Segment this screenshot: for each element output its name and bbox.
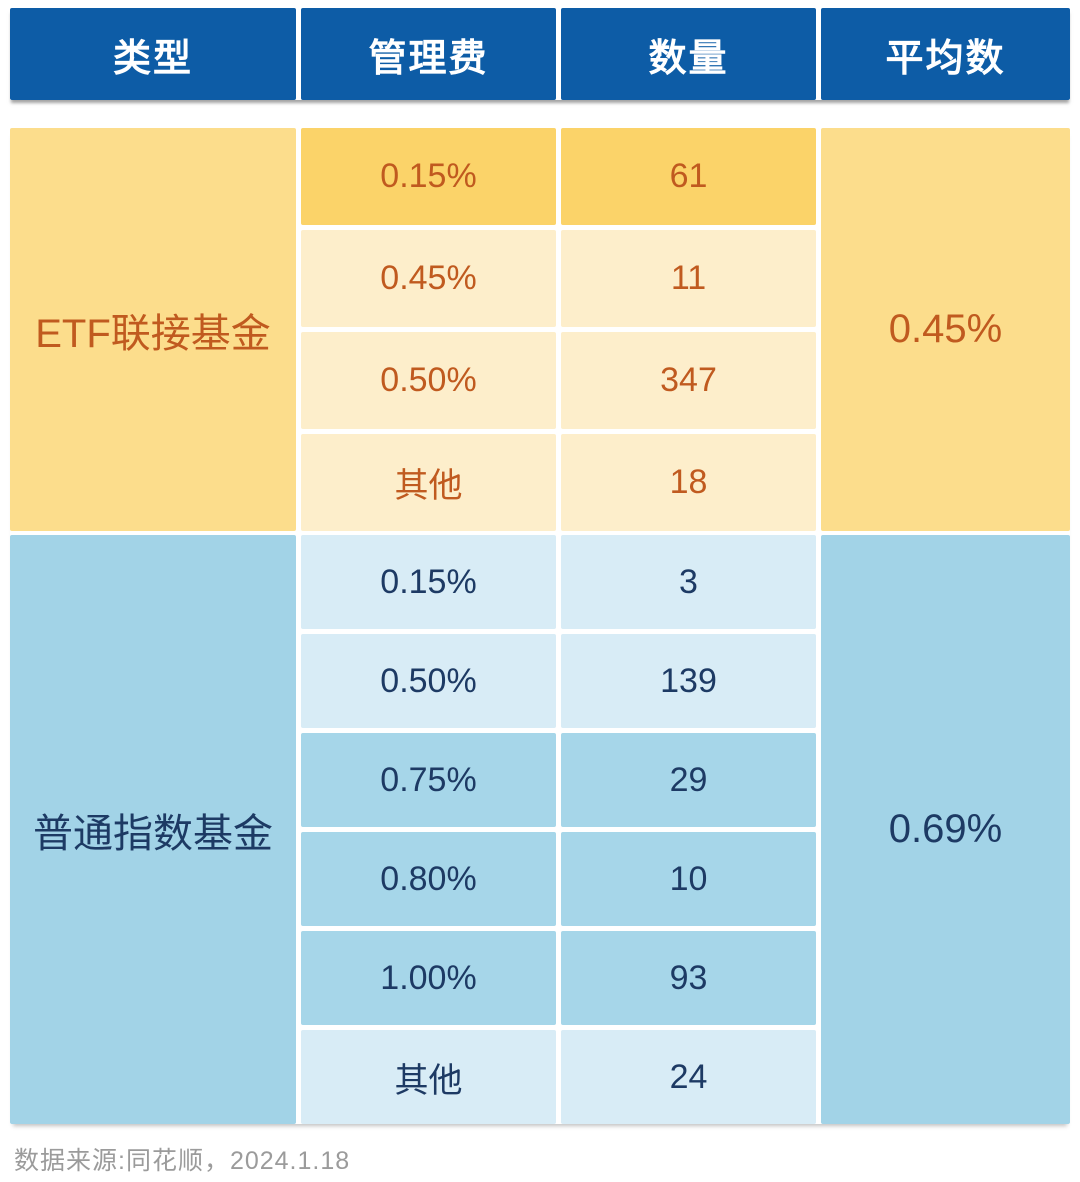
- table-header-row: 类型 管理费 数量 平均数: [10, 8, 1070, 100]
- fee-cell: 0.50%: [301, 332, 556, 429]
- section-type-label: ETF联接基金: [10, 128, 296, 531]
- fee-cell: 其他: [301, 434, 556, 531]
- header-cell-count: 数量: [561, 8, 816, 100]
- header-cell-average: 平均数: [821, 8, 1070, 100]
- table-body: ETF联接基金 0.15% 61 0.45% 11 0.50% 347 其他 18 0.45% 普通…: [10, 128, 1070, 1124]
- fee-cell: 0.45%: [301, 230, 556, 327]
- count-cell: 24: [561, 1030, 816, 1124]
- table-section-1: 普通指数基金 0.15% 3 0.50% 139 0.75% 29 0.80% 10 1.00% 9…: [10, 535, 1070, 1124]
- count-cell: 18: [561, 434, 816, 531]
- count-cell: 139: [561, 634, 816, 728]
- count-cell: 11: [561, 230, 816, 327]
- fee-cell: 0.80%: [301, 832, 556, 926]
- section-average-value: 0.45%: [821, 128, 1070, 531]
- count-cell: 61: [561, 128, 816, 225]
- section-type-label: 普通指数基金: [10, 535, 296, 1124]
- data-source-note: 数据来源:同花顺，2024.1.18: [14, 1147, 351, 1175]
- fee-cell: 其他: [301, 1030, 556, 1124]
- section-average-value: 0.69%: [821, 535, 1070, 1124]
- fee-cell: 0.15%: [301, 535, 556, 629]
- header-cell-type: 类型: [10, 8, 296, 100]
- fee-cell: 0.75%: [301, 733, 556, 827]
- count-cell: 347: [561, 332, 816, 429]
- count-cell: 93: [561, 931, 816, 1025]
- count-cell: 10: [561, 832, 816, 926]
- header-cell-fee: 管理费: [301, 8, 556, 100]
- fee-cell: 1.00%: [301, 931, 556, 1025]
- count-cell: 29: [561, 733, 816, 827]
- fund-fee-table: 类型 管理费 数量 平均数 ETF联接基金 0.15% 61 0.45% 11 0.50%…: [10, 8, 1070, 1124]
- table-section-0: ETF联接基金 0.15% 61 0.45% 11 0.50% 347 其他 18 0.45%: [10, 128, 1070, 531]
- count-cell: 3: [561, 535, 816, 629]
- fee-cell: 0.50%: [301, 634, 556, 728]
- fee-cell: 0.15%: [301, 128, 556, 225]
